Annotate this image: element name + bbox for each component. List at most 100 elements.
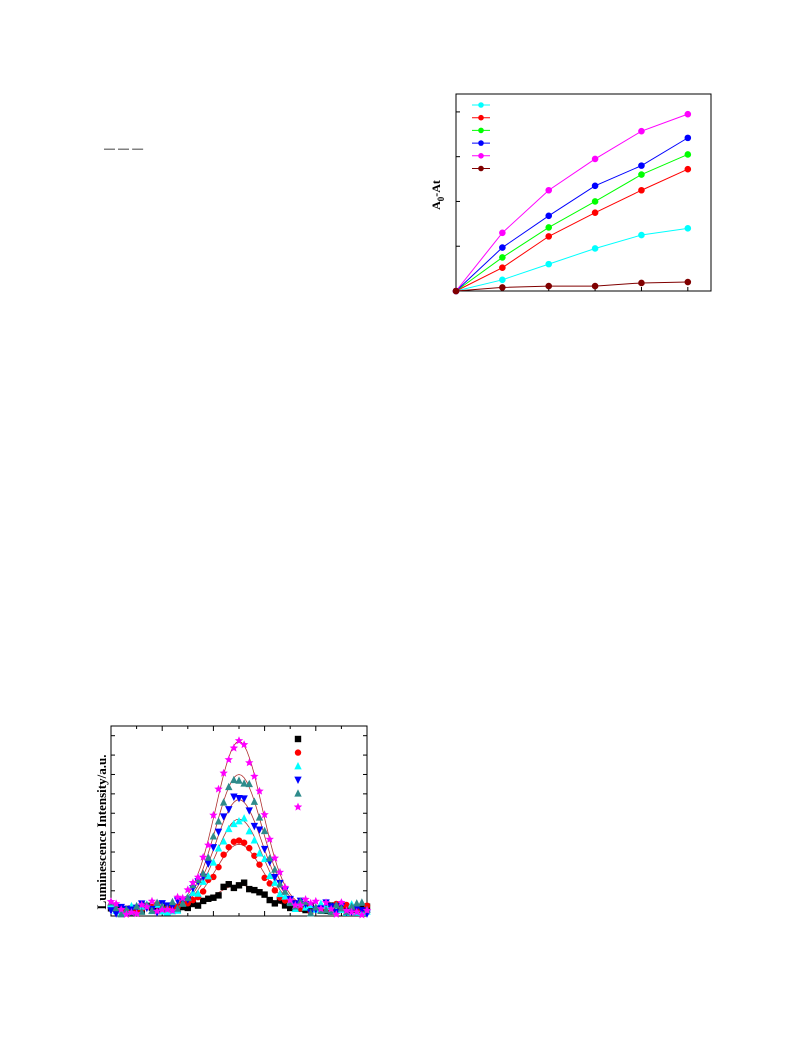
chart2-point-triangle-up xyxy=(214,844,223,852)
chart2-point-square xyxy=(215,892,222,899)
chart2-point-star xyxy=(147,896,157,905)
chart1-series-point xyxy=(545,282,553,290)
chart2-point-star xyxy=(265,834,274,843)
chart1-series-point xyxy=(684,225,692,232)
chart2-point-triangle-up xyxy=(235,816,243,825)
chart2-point-triangle-down xyxy=(271,873,279,882)
chart2-point-star xyxy=(209,810,218,819)
chart1-legend-marker xyxy=(478,165,484,172)
chart2-point-star xyxy=(234,736,244,745)
chart2-point-star xyxy=(117,905,126,914)
chart2-point-triangle-up xyxy=(230,775,238,784)
chart2-point-square xyxy=(194,902,202,909)
chart2-point-triangle-up xyxy=(225,824,233,833)
chart2-point-star xyxy=(224,755,233,764)
chart2-point-triangle-up xyxy=(322,905,330,914)
chart1-series-line xyxy=(455,227,688,292)
chart2-point-triangle-up xyxy=(312,903,320,911)
chart2-point-triangle-down xyxy=(112,910,120,918)
chart2-point-triangle-up xyxy=(281,892,289,900)
chart2-point-triangle-up xyxy=(266,854,274,862)
chart1-series-point xyxy=(499,244,506,251)
chart2-point-circle xyxy=(225,843,232,851)
chart2-point-square xyxy=(225,881,232,888)
chart2-point-triangle-up xyxy=(255,849,264,857)
chart1-series-point xyxy=(684,278,692,286)
chart1-series-point xyxy=(591,209,599,216)
chart2-point-star xyxy=(142,902,151,911)
chart2-point-star xyxy=(286,895,295,904)
chart2-point-star xyxy=(291,900,300,909)
chart2-point-circle xyxy=(199,888,207,895)
chart2-point-triangle-up xyxy=(281,887,289,895)
chart2-point-triangle-down xyxy=(107,907,115,915)
chart2-point-triangle-down xyxy=(260,845,269,854)
chart2-point-star xyxy=(311,896,320,905)
chart2-fit-curve xyxy=(111,843,367,909)
chart2-point-star xyxy=(178,893,187,902)
chart2-point-triangle-up xyxy=(194,889,202,897)
chart2-point-star xyxy=(193,872,203,881)
chart1-series-point xyxy=(545,186,553,194)
chart2-point-triangle-down xyxy=(219,813,228,821)
chart2-point-star xyxy=(301,895,310,903)
chart2-y-axis-label: Luminescence Intensity/a.u. xyxy=(94,755,109,910)
chart1-series-point xyxy=(638,231,645,239)
chart2-point-triangle-down xyxy=(250,822,259,831)
chart2-point-triangle-up xyxy=(225,782,233,791)
chart2-point-star xyxy=(316,904,326,913)
chart2-point-star xyxy=(260,810,269,819)
chart2-point-star xyxy=(342,906,351,915)
chart2-point-triangle-up xyxy=(255,813,264,821)
chart2-point-triangle-up xyxy=(219,798,228,806)
chart2-point-circle xyxy=(230,838,238,845)
chart1-legend-marker xyxy=(478,140,484,146)
chart2-point-star xyxy=(270,853,279,862)
chart2-point-triangle-up xyxy=(235,776,243,784)
chart1-series-point xyxy=(638,186,645,194)
chart2-point-triangle-up xyxy=(271,878,279,886)
chart2-point-star xyxy=(362,906,372,914)
chart2-point-triangle-up xyxy=(250,836,259,844)
chart1-series-point xyxy=(684,151,692,158)
chart2-y-ticks xyxy=(111,735,367,911)
chart2-point-triangle-up xyxy=(276,880,284,888)
chart2-point-triangle-down xyxy=(235,794,243,803)
chart2-point-star xyxy=(321,898,331,907)
chart2-point-square xyxy=(246,885,253,893)
chart2-legend xyxy=(293,735,303,811)
chart2-point-star xyxy=(306,898,315,907)
chart2-point-star xyxy=(275,867,285,876)
chart1-series-point xyxy=(499,264,506,272)
chart2-point-triangle-up xyxy=(317,899,325,907)
chart2-point-triangle-up xyxy=(199,877,207,885)
chart1-legend-marker xyxy=(478,102,484,108)
chart2-point-triangle-up xyxy=(260,826,269,835)
chart2-point-triangle-up xyxy=(358,898,366,906)
chart2-point-square xyxy=(287,904,294,912)
chart2-point-triangle-up xyxy=(168,897,177,906)
chart2-point-square xyxy=(256,889,263,896)
chart2-point-star xyxy=(255,786,264,795)
chart2-point-triangle-down xyxy=(255,826,264,834)
chart2-point-triangle-up xyxy=(250,797,259,805)
chart2-point-triangle-up xyxy=(214,817,223,825)
chart2-point-circle xyxy=(240,839,248,846)
chart2-point-square xyxy=(189,900,197,908)
chart2-point-circle xyxy=(210,873,217,881)
chart1-legend xyxy=(472,102,490,172)
chart2-point-star xyxy=(137,900,146,909)
chart2-point-triangle-up xyxy=(332,901,340,909)
chart2-point-star xyxy=(214,784,223,793)
chart2-point-triangle-up xyxy=(245,779,253,788)
chart2-point-square xyxy=(281,902,289,909)
chart2-point-square xyxy=(199,897,207,905)
chart2-point-star xyxy=(357,910,367,919)
chart1-series-point xyxy=(545,212,553,220)
chart2-point-square xyxy=(210,894,217,901)
chart1-series-group xyxy=(452,110,692,295)
chart2-point-triangle-up xyxy=(178,899,187,907)
chart2-point-star xyxy=(229,743,239,752)
chart2-point-circle xyxy=(343,901,350,909)
chart2-point-star xyxy=(245,758,254,767)
